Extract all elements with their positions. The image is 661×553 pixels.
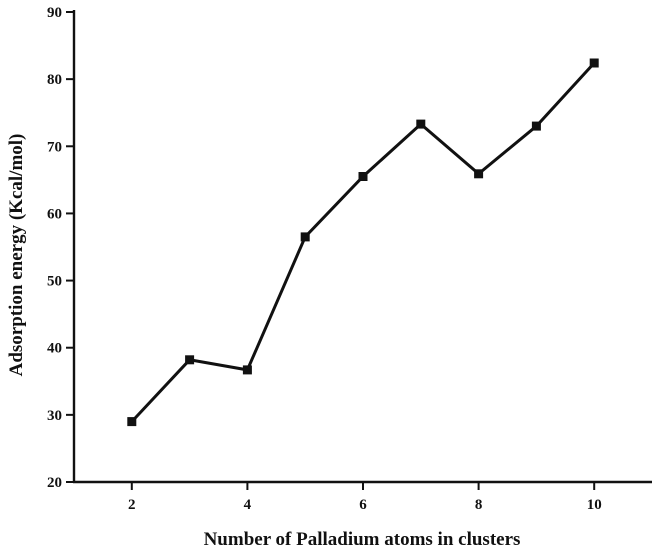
data-point-marker [300,232,310,242]
x-tick-label: 2 [128,497,136,513]
x-tick-label: 4 [244,497,252,513]
y-tick-label: 80 [47,72,62,88]
x-tick-label: 6 [359,497,367,513]
axes [72,10,652,484]
y-tick-label: 20 [47,475,62,491]
y-tick-label: 30 [47,408,62,424]
data-point-marker [127,417,137,427]
data-point-marker [185,355,195,365]
y-tick-label: 60 [47,206,62,222]
x-axis-ticks: 2 4 6 8 10 [128,482,602,513]
x-axis-title: Number of Palladium atoms in clusters [204,529,521,550]
x-tick-label: 10 [587,497,602,513]
series-line [130,61,596,423]
data-point-marker [474,169,484,179]
y-tick-label: 90 [47,5,62,21]
y-axis-ticks: 20 30 40 50 60 70 80 90 [47,5,74,491]
y-tick-label: 70 [47,139,62,155]
x-tick-label: 8 [475,497,483,513]
data-point-marker [589,58,599,68]
data-point-marker [242,365,252,375]
data-point-marker [358,172,368,181]
y-tick-label: 50 [47,274,62,290]
y-tick-label: 40 [47,341,62,357]
data-point-marker [531,121,541,131]
series-group [127,58,599,427]
y-axis-title: Adsorption energy (Kcal/mol) [6,134,27,377]
data-point-marker [416,119,426,129]
